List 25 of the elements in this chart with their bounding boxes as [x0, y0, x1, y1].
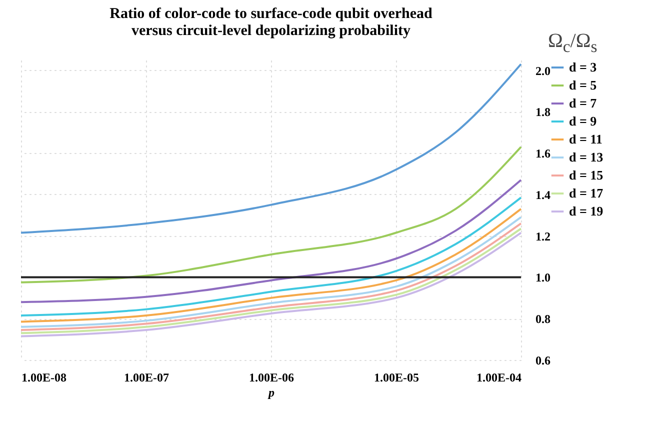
y-axis-title: Ω$_{c}$/Ω$_{s}$	[548, 30, 598, 57]
legend-label: d = 13	[569, 150, 604, 164]
legend-label: d = 9	[569, 114, 598, 128]
x-tick-label: 1.00E-08	[22, 370, 66, 384]
y-tick-label: 1.8	[536, 105, 550, 120]
x-tick-label: 1.00E-05	[374, 370, 419, 384]
legend-label: d = 7	[569, 96, 598, 110]
x-tick-label: 1.00E-06	[249, 370, 294, 384]
legend-label: d = 5	[569, 78, 598, 92]
legend-label: d = 17	[569, 186, 604, 200]
chart-title: Ratio of color-code to surface-code qubit overhead versus circuit-level depolarizing probability	[110, 6, 434, 39]
legend-label: d = 11	[569, 132, 602, 146]
y-tick-label: 1.0	[536, 270, 550, 285]
y-tick-label: 1.4	[536, 188, 550, 202]
y-tick-label: 0.6	[536, 354, 550, 368]
y-tick-label: 2.0	[536, 64, 550, 78]
legend-label: d = 15	[569, 168, 604, 182]
legend-label: d = 3	[569, 60, 598, 74]
x-axis-title: p	[268, 386, 274, 400]
y-tick-label: 1.2	[536, 229, 550, 244]
legend-label: d = 19	[569, 204, 604, 218]
x-tick-label: 1.00E-07	[124, 370, 169, 384]
x-tick-label: 1.00E-04	[476, 370, 522, 384]
y-tick-label: 1.6	[536, 146, 550, 161]
y-tick-label: 0.8	[536, 312, 550, 326]
